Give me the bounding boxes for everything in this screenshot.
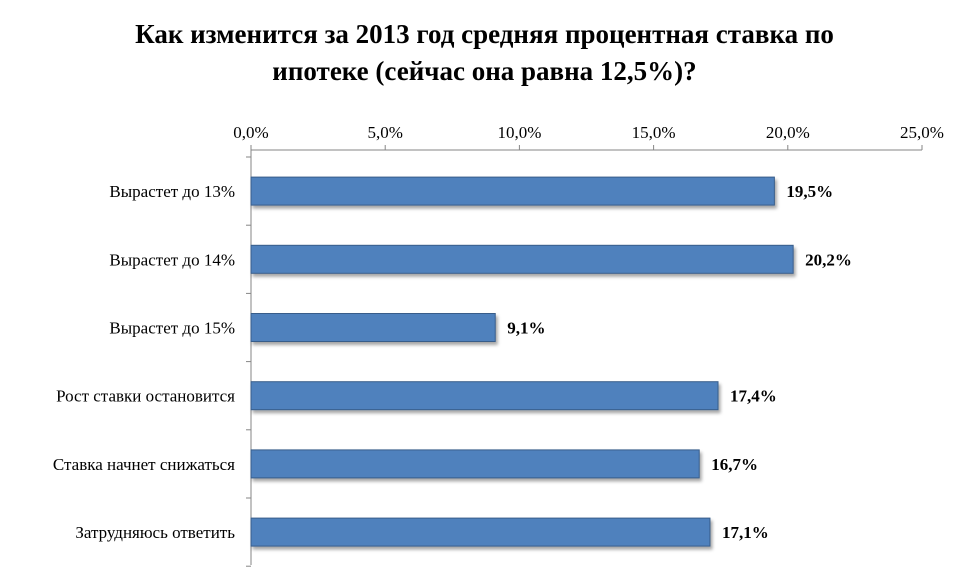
- bar: [250, 176, 775, 206]
- bar: [250, 449, 700, 479]
- data-label: 17,1%: [722, 523, 769, 542]
- x-tick-label: 0,0%: [233, 123, 268, 142]
- data-label: 19,5%: [786, 182, 833, 201]
- chart-title-line-1: Как изменится за 2013 год средняя процен…: [135, 19, 834, 49]
- category-label: Затрудняюсь ответить: [75, 523, 235, 542]
- x-tick-label: 20,0%: [766, 123, 810, 142]
- category-label: Вырастет до 13%: [109, 182, 235, 201]
- data-label: 17,4%: [730, 387, 777, 406]
- x-tick-label: 10,0%: [497, 123, 541, 142]
- data-label: 16,7%: [711, 455, 758, 474]
- category-label: Вырастет до 14%: [109, 250, 235, 269]
- chart-title: Как изменится за 2013 год средняя процен…: [0, 16, 969, 90]
- data-label: 20,2%: [805, 250, 852, 269]
- bar: [250, 381, 719, 411]
- category-label: Вырастет до 15%: [109, 319, 235, 338]
- chart-title-line-2: ипотеке (сейчас она равна 12,5%)?: [272, 56, 697, 86]
- bar: [250, 244, 794, 274]
- x-tick-label: 5,0%: [367, 123, 402, 142]
- data-label: 9,1%: [507, 319, 545, 338]
- category-label: Рост ставки остановится: [56, 387, 235, 406]
- bar: [250, 517, 711, 547]
- x-tick-label: 25,0%: [900, 123, 944, 142]
- category-label: Ставка начнет снижаться: [53, 455, 235, 474]
- bar: [250, 313, 496, 342]
- x-tick-label: 15,0%: [632, 123, 676, 142]
